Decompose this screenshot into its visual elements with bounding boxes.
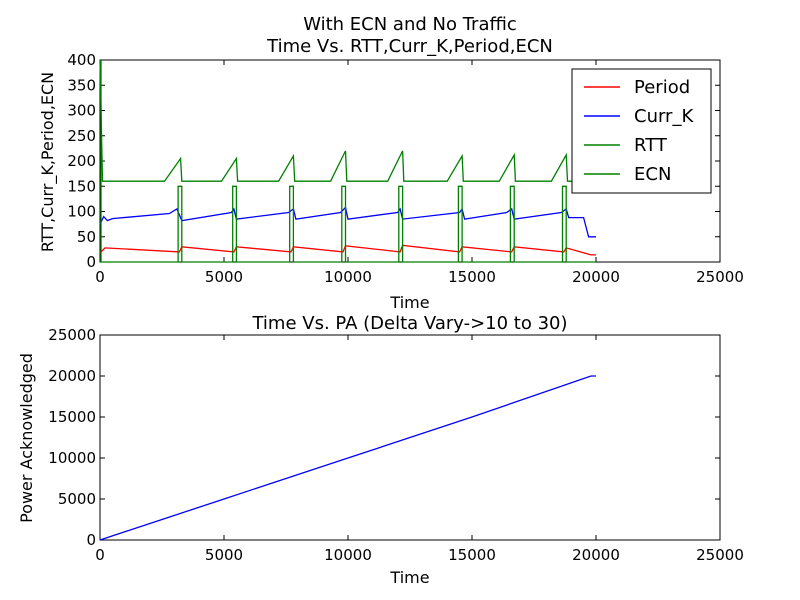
y-tick-label: 20000: [48, 367, 96, 385]
x-tick-label: 25000: [696, 546, 744, 564]
x-tick-label: 10000: [324, 268, 372, 286]
x-tick-label: 15000: [448, 546, 496, 564]
y-axis-label: RTT,Curr_K,Period,ECN: [38, 72, 58, 252]
y-tick-label: 200: [67, 152, 96, 170]
y-tick-label: 350: [67, 76, 96, 94]
y-tick-label: 0: [86, 531, 96, 549]
x-tick-label: 5000: [205, 546, 243, 564]
x-axis-label: Time: [389, 293, 429, 312]
y-tick-label: 5000: [58, 490, 96, 508]
x-axis-label: Time: [389, 568, 429, 587]
y-tick-label: 400: [67, 51, 96, 69]
chart-title: Time Vs. RTT,Curr_K,Period,ECN: [266, 36, 553, 57]
y-tick-label: 100: [67, 203, 96, 221]
x-tick-label: 0: [95, 268, 105, 286]
y-tick-label: 300: [67, 102, 96, 120]
figure-suptitle: With ECN and No Traffic: [303, 14, 517, 35]
chart-pa: Time Vs. PA (Delta Vary->10 to 30) Time …: [17, 313, 744, 587]
series-line-line: [99, 375, 596, 541]
x-tick-label: 10000: [324, 546, 372, 564]
legend-box: [571, 68, 712, 194]
legend-label-period: Period: [634, 77, 690, 98]
chart-title: Time Vs. PA (Delta Vary->10 to 30): [251, 313, 567, 334]
x-tick-label: 25000: [696, 268, 744, 286]
y-tick-label: 150: [67, 177, 96, 195]
legend-label-rtt: RTT: [634, 135, 668, 156]
y-tick-label: 25000: [48, 326, 96, 344]
legend-label-ecn: ECN: [634, 164, 671, 185]
y-tick-label: 250: [67, 127, 96, 145]
y-tick-label: 0: [86, 253, 96, 271]
y-axis-label: Power Acknowledged: [17, 353, 36, 523]
x-tick-label: 15000: [448, 268, 496, 286]
series-curr-k-line: [99, 206, 596, 238]
x-tick-label: 5000: [205, 268, 243, 286]
series-period-line: [99, 244, 596, 256]
x-tick-label: 0: [95, 546, 105, 564]
series-rtt-line: [99, 59, 577, 182]
y-tick-label: 50: [77, 228, 96, 246]
y-tick-label: 15000: [48, 408, 96, 426]
plot-frame: [99, 334, 721, 541]
y-tick-label: 10000: [48, 449, 96, 467]
chart-rtt: Time Vs. RTT,Curr_K,Period,ECN Time RTT,…: [38, 36, 744, 312]
x-tick-label: 20000: [572, 268, 620, 286]
x-tick-label: 20000: [572, 546, 620, 564]
series-ecn-line: [100, 185, 596, 263]
legend-label-curr-k: Curr_K: [634, 106, 694, 127]
